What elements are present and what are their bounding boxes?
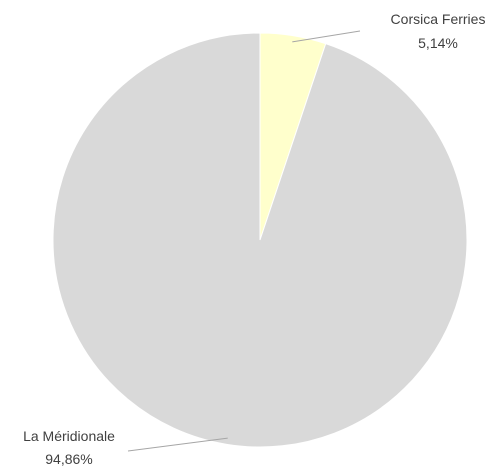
leader-line xyxy=(127,437,228,452)
slice-label-la-meridionale: La Méridionale xyxy=(23,428,115,444)
slice-label-corsica-ferries: Corsica Ferries xyxy=(391,11,486,27)
slice-value-la-meridionale: 94,86% xyxy=(45,451,92,467)
leader-line xyxy=(292,30,361,43)
pie-slice-la-m-ridionale xyxy=(52,32,468,448)
pie-slices xyxy=(52,32,468,448)
slice-value-corsica-ferries: 5,14% xyxy=(418,35,458,51)
leader-lines xyxy=(127,30,361,452)
